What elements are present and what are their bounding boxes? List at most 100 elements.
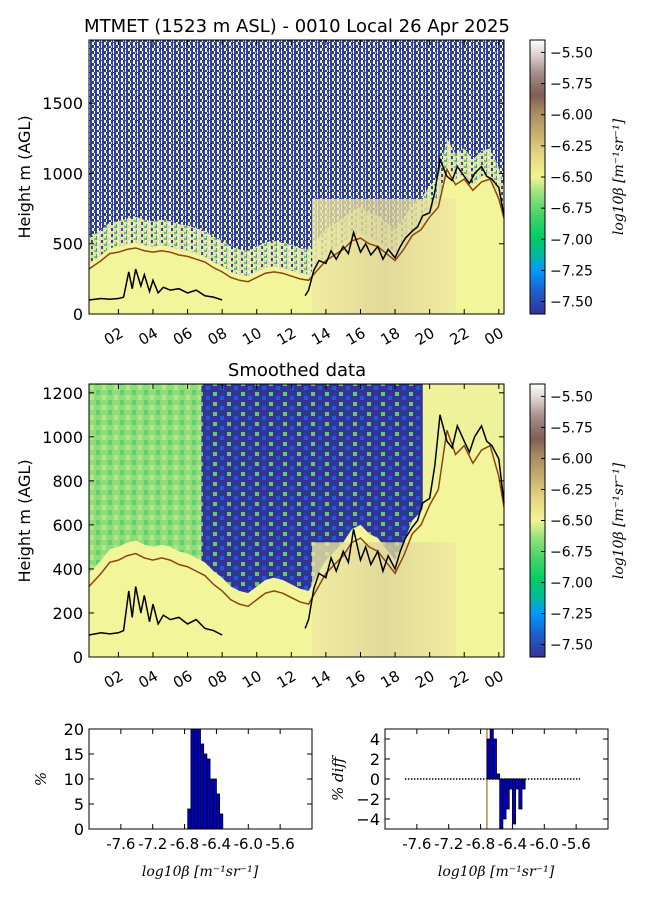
x-tick-label: 16 [343, 667, 369, 692]
bar [212, 778, 217, 830]
bar [187, 808, 192, 830]
x-tick-label: 08 [205, 324, 231, 349]
bar [206, 758, 211, 830]
y-tick-label: 1000 [42, 164, 83, 183]
bar [486, 738, 491, 780]
bar [209, 778, 214, 830]
y-tick-label: 800 [52, 472, 83, 491]
bar [512, 778, 517, 825]
y-tick-label: 20 [64, 720, 84, 739]
x-tick-label: 04 [135, 324, 161, 349]
colorbar-tick-label: −6.75 [550, 545, 593, 561]
colorbar-tick-label: −7.00 [550, 232, 593, 248]
x-tick-label: -6.4 [498, 835, 527, 853]
x-tick-label: -7.2 [434, 835, 463, 853]
panel-raw: MTMET (1523 m ASL) - 0010 Local 26 Apr 2… [15, 16, 627, 349]
colorbar-tick-label: −6.75 [550, 201, 593, 217]
x-tick-label: -7.6 [106, 835, 135, 853]
bar [190, 728, 195, 830]
colorbar-tick-label: −7.50 [550, 295, 593, 311]
panel2-title: Smoothed data [228, 360, 366, 381]
colorbar-tick-label: −5.50 [550, 45, 593, 61]
y-tick-label: 0 [370, 770, 380, 789]
panel4-ylabel: % diff [329, 755, 347, 801]
colorbar-tick-label: −7.00 [550, 576, 593, 592]
y-tick-label: 1500 [42, 94, 83, 113]
y-tick-label: 0 [74, 820, 84, 839]
bar [200, 743, 205, 830]
series-black-line-1 [304, 156, 505, 297]
x-tick-label: 18 [378, 324, 404, 349]
x-tick-label: 00 [481, 324, 507, 349]
y-tick-label: 0 [73, 648, 83, 667]
bar [499, 778, 504, 830]
y-tick-label: 1200 [42, 384, 83, 403]
x-tick-label: 22 [447, 324, 473, 349]
panel1-colorbar: −5.50 −5.75 −6.00 −6.25 −6.50 −6.75 −7.00 −7.25… [529, 39, 627, 315]
series-black-line-1 [304, 414, 505, 629]
x-tick-label: 12 [274, 667, 300, 692]
colorbar-tick-label: −6.00 [550, 451, 593, 467]
bar [196, 728, 201, 830]
y-tick-label: 10 [64, 770, 84, 789]
x-tick-label: 06 [170, 667, 196, 692]
x-tick-label: 16 [343, 324, 369, 349]
panel4-x-axis: -7.6 -7.2 -6.8 -6.4 -6.0 -5.6 [402, 729, 591, 853]
x-tick-label: 14 [308, 667, 334, 692]
bar [505, 778, 510, 810]
colorbar-tick-label: −6.25 [550, 139, 593, 155]
x-tick-label: 10 [239, 667, 265, 692]
x-tick-label: 06 [170, 324, 196, 349]
colorbar-tick-label: −7.25 [550, 263, 593, 279]
y-tick-label: 2 [370, 750, 380, 769]
y-tick-label: 1000 [42, 428, 83, 447]
series-brown-line [88, 429, 505, 608]
panel1-title: MTMET (1523 m ASL) - 0010 Local 26 Apr 2… [84, 16, 510, 37]
x-tick-label: -6.4 [202, 835, 231, 853]
x-tick-label: 18 [378, 667, 404, 692]
panel3-bars [187, 728, 224, 830]
x-tick-label: -7.2 [138, 835, 167, 853]
y-tick-label: 0 [73, 305, 83, 324]
panel1-lines [88, 156, 505, 301]
panel2-colorbar: −5.50 −5.75 −6.00 −6.25 −6.50 −6.75 −7.00 −7.25… [529, 383, 627, 658]
x-tick-label: -7.6 [402, 835, 431, 853]
y-tick-label: −2 [356, 790, 380, 809]
panel1-ylabel: Height m (AGL) [15, 115, 34, 238]
series-black-line-0 [88, 586, 223, 636]
y-tick-label: 600 [52, 516, 83, 535]
colorbar-tick-label: −6.50 [550, 514, 593, 530]
panel3-xlabel: log10β [m⁻¹sr⁻¹] [142, 864, 259, 880]
panel2-y-axis: 0 200 400 600 800 1000 1200 [42, 384, 504, 667]
bar [521, 778, 526, 790]
x-tick-label: 20 [412, 667, 438, 692]
colorbar-tick-label: −6.00 [550, 108, 593, 124]
x-tick-label: 02 [101, 667, 127, 692]
y-tick-label: 200 [52, 604, 83, 623]
x-tick-label: 20 [412, 324, 438, 349]
x-tick-label: 08 [205, 667, 231, 692]
colorbar-tick-label: −7.25 [550, 607, 593, 623]
x-tick-label: 14 [308, 324, 334, 349]
bar [193, 728, 198, 830]
x-tick-label: 04 [135, 667, 161, 692]
x-tick-label: -6.0 [234, 835, 263, 853]
colorbar-tick-label: −7.50 [550, 638, 593, 654]
y-tick-label: 4 [370, 730, 380, 749]
y-tick-label: 5 [74, 795, 84, 814]
x-tick-label: -6.8 [170, 835, 199, 853]
series-black-line-0 [88, 268, 223, 301]
panel2-frame [88, 383, 505, 658]
y-tick-label: 500 [52, 235, 83, 254]
x-tick-label: 22 [447, 667, 473, 692]
panel1-colorbar-ticks: −5.50 −5.75 −6.00 −6.25 −6.50 −6.75 −7.00 −7.25… [541, 45, 593, 311]
x-tick-label: 00 [481, 667, 507, 692]
colorbar-tick-label: −5.75 [550, 77, 593, 93]
x-tick-label: -5.6 [266, 835, 295, 853]
panel3-ylabel: % [32, 772, 50, 786]
panel1-y-axis: 0 500 1000 1500 [42, 94, 504, 324]
bar [216, 793, 221, 830]
